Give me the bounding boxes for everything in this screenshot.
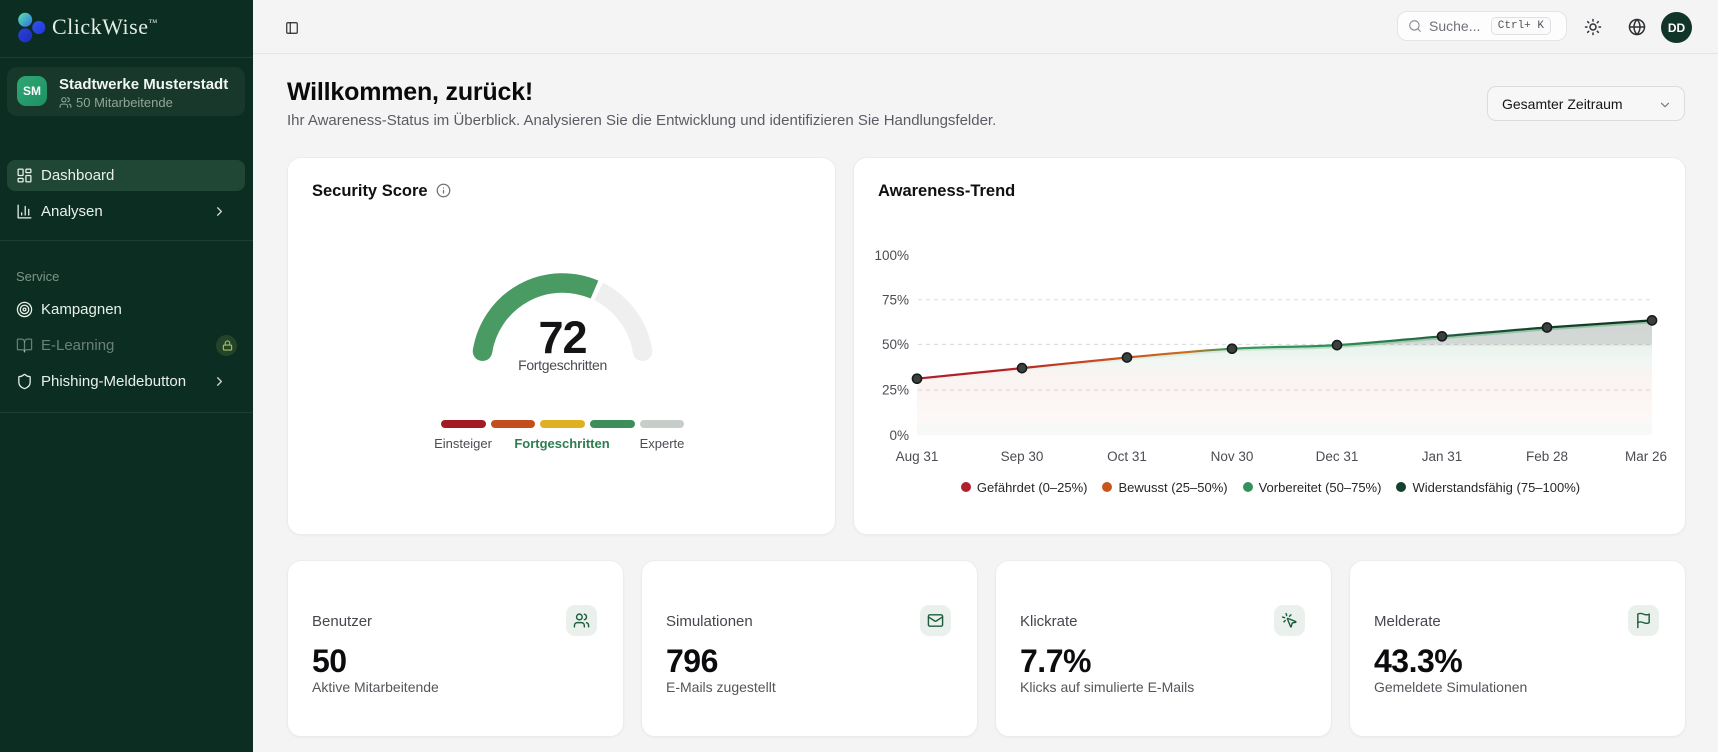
svg-text:50%: 50% xyxy=(882,337,909,352)
svg-text:25%: 25% xyxy=(882,383,909,398)
svg-text:Nov 30: Nov 30 xyxy=(1211,449,1254,464)
svg-text:Oct 31: Oct 31 xyxy=(1107,449,1147,464)
svg-text:Feb 28: Feb 28 xyxy=(1526,449,1568,464)
svg-text:75%: 75% xyxy=(882,292,909,307)
svg-text:Aug 31: Aug 31 xyxy=(896,449,939,464)
svg-text:100%: 100% xyxy=(874,248,909,263)
svg-text:Mar 26: Mar 26 xyxy=(1625,449,1667,464)
svg-text:Dec 31: Dec 31 xyxy=(1316,449,1359,464)
svg-text:Sep 30: Sep 30 xyxy=(1001,449,1044,464)
svg-text:Jan 31: Jan 31 xyxy=(1422,449,1463,464)
svg-text:0%: 0% xyxy=(889,428,909,443)
